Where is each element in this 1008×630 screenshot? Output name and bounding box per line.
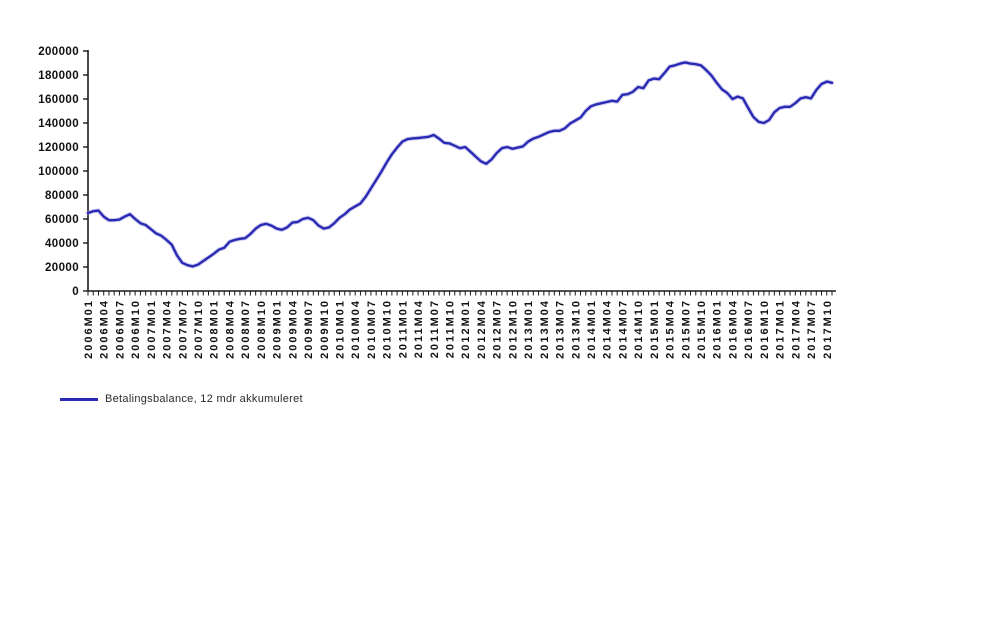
x-tick-label: 2007M01 xyxy=(146,299,158,359)
y-tick-label: 180000 xyxy=(38,70,79,82)
x-tick-label: 2010M01 xyxy=(334,299,346,359)
x-tick-label: 2016M10 xyxy=(759,299,771,359)
x-tick-label: 2014M04 xyxy=(602,299,614,359)
x-tick-label: 2014M01 xyxy=(586,299,598,359)
y-tick-label: 20000 xyxy=(45,262,79,274)
x-tick-label: 2012M10 xyxy=(507,299,519,359)
legend-line-swatch xyxy=(60,397,98,401)
x-tick-label: 2006M07 xyxy=(114,299,126,359)
x-tick-label: 2009M07 xyxy=(303,299,315,359)
x-tick-label: 2011M01 xyxy=(397,299,409,358)
x-tick-label: 2016M07 xyxy=(743,299,755,359)
x-tick-label: 2008M04 xyxy=(224,299,236,359)
x-tick-label: 2017M01 xyxy=(775,299,787,359)
legend-label: Betalingsbalance, 12 mdr akkumuleret xyxy=(105,393,303,405)
y-tick-label: 80000 xyxy=(45,190,79,202)
x-tick-label: 2015M07 xyxy=(680,299,692,359)
x-tick-label: 2007M04 xyxy=(162,299,174,359)
x-tick-label: 2007M07 xyxy=(177,299,189,359)
y-tick-label: 160000 xyxy=(38,94,79,106)
legend: Betalingsbalance, 12 mdr akkumuleret xyxy=(60,392,303,406)
y-tick-label: 140000 xyxy=(38,118,79,130)
x-tick-label: 2011M04 xyxy=(413,299,425,358)
x-tick-label: 2010M10 xyxy=(382,299,394,359)
x-tick-label: 2013M10 xyxy=(570,299,582,359)
x-tick-label: 2016M01 xyxy=(712,299,724,359)
x-tick-label: 2017M07 xyxy=(806,299,818,359)
y-tick-label: 40000 xyxy=(45,238,79,250)
y-tick-label: 120000 xyxy=(38,142,79,154)
x-tick-label: 2008M01 xyxy=(209,299,221,359)
x-tick-label: 2006M10 xyxy=(130,299,142,359)
x-tick-label: 2012M01 xyxy=(460,299,472,359)
x-tick-label: 2009M01 xyxy=(272,299,284,359)
x-tick-label: 2012M07 xyxy=(492,299,504,359)
x-tick-label: 2011M07 xyxy=(429,299,441,358)
x-tick-label: 2010M04 xyxy=(350,299,362,359)
y-tick-label: 0 xyxy=(72,286,79,298)
data-line xyxy=(86,61,834,268)
x-tick-label: 2007M10 xyxy=(193,299,205,359)
x-tick-label: 2017M10 xyxy=(822,299,834,359)
x-tick-label: 2015M01 xyxy=(649,299,661,359)
data-line-halo xyxy=(85,60,835,269)
x-tick-label: 2013M01 xyxy=(523,299,535,359)
x-tick-label: 2015M04 xyxy=(665,299,677,359)
x-tick-label: 2009M04 xyxy=(287,299,299,359)
x-tick-label: 2015M10 xyxy=(696,299,708,359)
x-tick-label: 2016M04 xyxy=(727,299,739,359)
x-tick-label: 2012M04 xyxy=(476,299,488,359)
x-tick-label: 2006M04 xyxy=(99,299,111,359)
x-tick-label: 2017M04 xyxy=(790,299,802,359)
y-tick-label: 100000 xyxy=(38,166,79,178)
x-tick-label: 2013M07 xyxy=(555,299,567,359)
y-tick-label: 200000 xyxy=(38,46,79,58)
x-tick-label: 2014M10 xyxy=(633,299,645,359)
x-tick-label: 2014M07 xyxy=(617,299,629,359)
x-tick-label: 2008M10 xyxy=(256,299,268,359)
y-tick-label: 60000 xyxy=(45,214,79,226)
x-tick-label: 2010M07 xyxy=(366,299,378,359)
x-tick-label: 2011M10 xyxy=(445,299,457,358)
x-tick-label: 2009M10 xyxy=(319,299,331,359)
x-tick-label: 2006M01 xyxy=(83,299,95,359)
x-tick-label: 2008M07 xyxy=(240,299,252,359)
x-tick-label: 2013M04 xyxy=(539,299,551,359)
